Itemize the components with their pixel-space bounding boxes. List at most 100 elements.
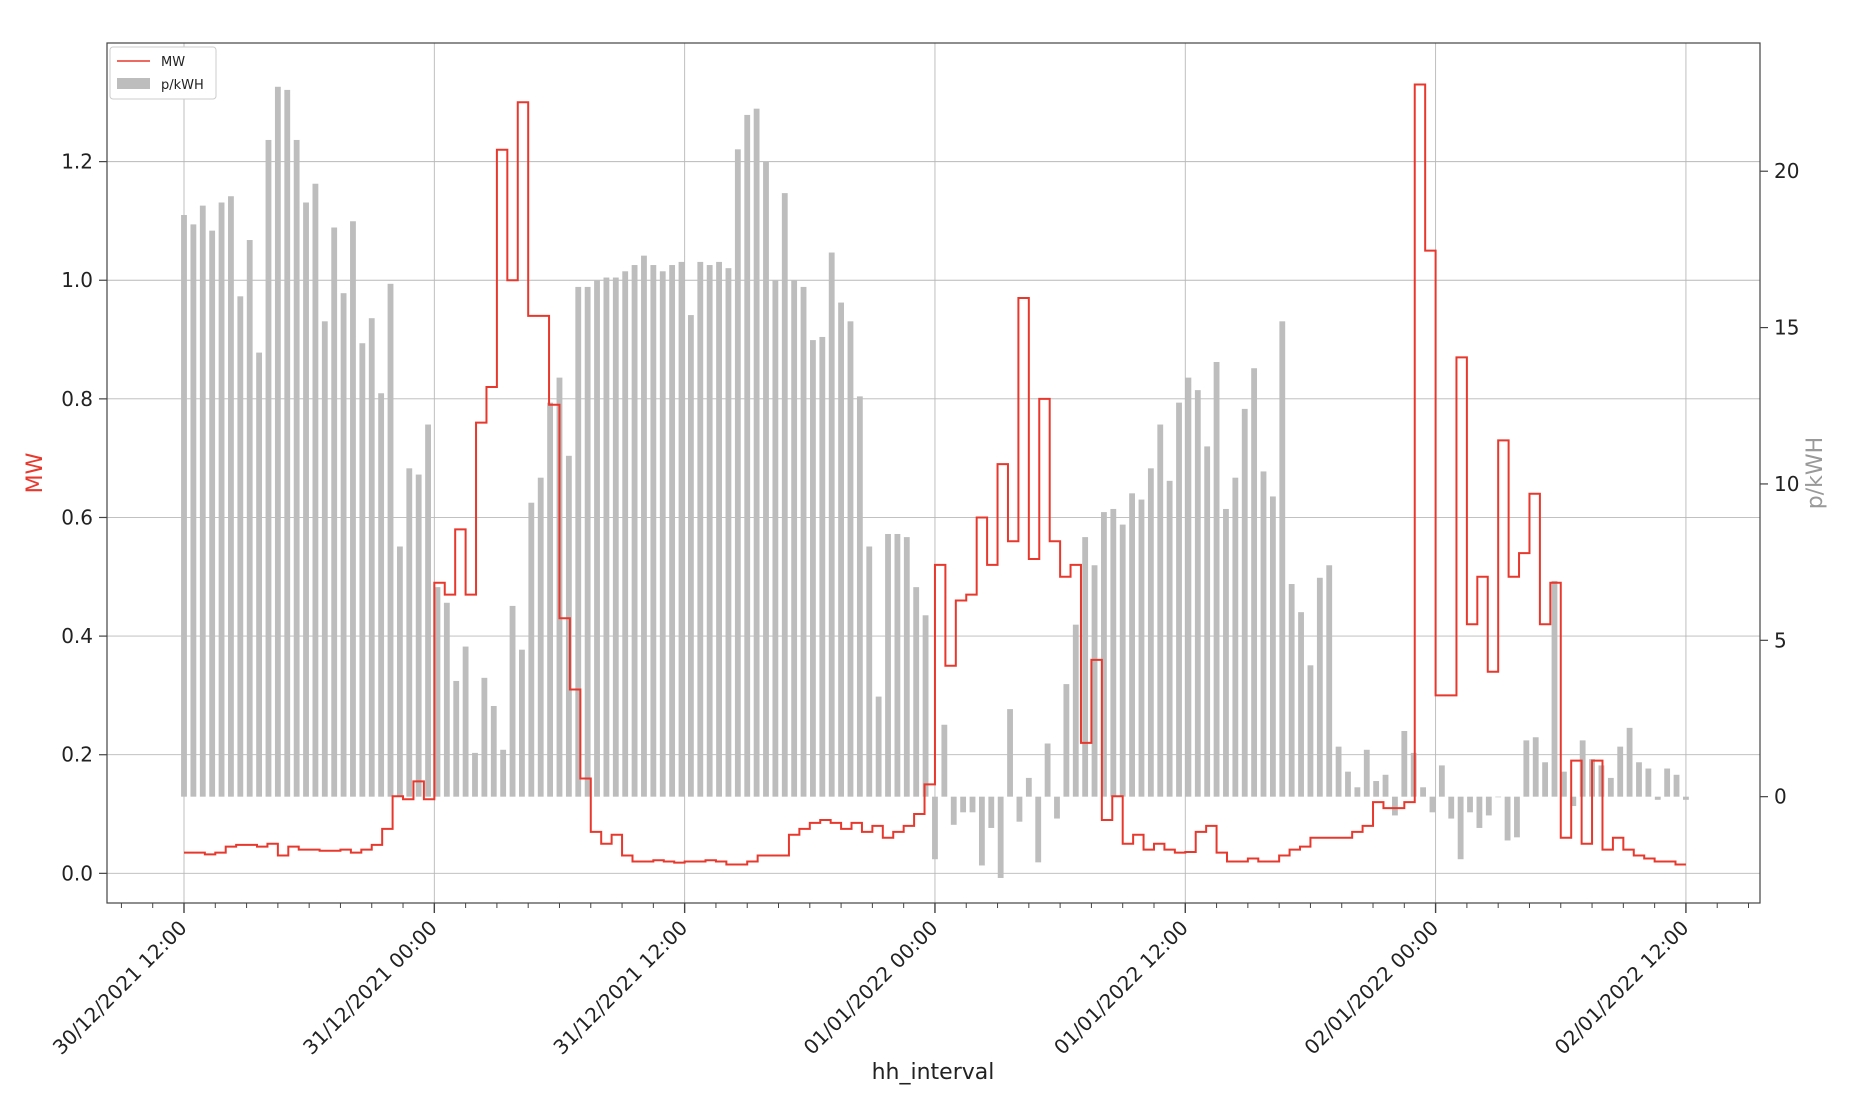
price-bar xyxy=(1279,321,1286,797)
price-bar xyxy=(1044,743,1051,797)
price-bar xyxy=(734,149,741,797)
price-bar xyxy=(519,649,525,797)
price-bar xyxy=(988,796,995,828)
price-bar xyxy=(1269,496,1276,797)
price-bar xyxy=(819,336,826,797)
legend-price-label: p/kWH xyxy=(161,78,204,93)
price-bar xyxy=(443,602,450,797)
mw-step-line xyxy=(184,83,1686,866)
price-bar xyxy=(932,796,938,860)
right-tick-label: 5 xyxy=(1774,628,1787,652)
price-bar xyxy=(1307,665,1314,797)
x-tick-label: 02/01/2022 12:00 xyxy=(1550,916,1694,1060)
price-bar xyxy=(547,402,554,797)
left-tick-label: 1.2 xyxy=(61,150,93,174)
price-bar xyxy=(500,749,507,797)
price-bar xyxy=(396,546,403,797)
price-bar xyxy=(922,615,929,797)
price-bar xyxy=(350,221,356,797)
price-bar xyxy=(791,280,798,797)
price-bar xyxy=(1326,565,1333,797)
price-bar xyxy=(1119,524,1126,797)
price-bar xyxy=(885,533,891,797)
price-bar xyxy=(612,277,619,797)
price-bars xyxy=(181,86,1689,878)
price-bar xyxy=(1617,746,1624,797)
price-bar xyxy=(1035,796,1042,863)
x-axis: 30/12/2021 12:00 31/12/2021 00:00 31/12/20… xyxy=(48,903,1749,1059)
price-bar xyxy=(1542,762,1549,797)
price-bar xyxy=(1673,774,1680,797)
price-bar xyxy=(1288,584,1295,797)
price-bar xyxy=(190,224,197,797)
price-bar xyxy=(1560,771,1567,797)
price-bar xyxy=(763,161,769,797)
price-bar xyxy=(274,86,281,797)
right-tick-label: 10 xyxy=(1774,472,1799,496)
price-bar xyxy=(565,455,572,797)
price-bar xyxy=(453,680,460,797)
price-bar xyxy=(1514,796,1520,838)
price-bar xyxy=(875,696,882,797)
price-bar xyxy=(1316,577,1323,797)
price-bar xyxy=(1448,796,1455,819)
price-bar xyxy=(218,202,225,797)
price-bar xyxy=(1223,508,1229,797)
price-bar xyxy=(1232,477,1239,797)
price-bar xyxy=(228,196,234,797)
price-bar xyxy=(960,796,967,813)
x-tick-label: 01/01/2022 12:00 xyxy=(1049,916,1193,1060)
price-bar xyxy=(284,89,291,797)
price-bar xyxy=(1016,796,1023,822)
price-bar xyxy=(1504,796,1511,841)
price-bar xyxy=(1251,368,1258,797)
price-bar xyxy=(199,205,206,797)
price-bar xyxy=(1185,377,1192,797)
price-bar xyxy=(293,139,300,797)
price-bar xyxy=(650,265,657,797)
price-bar xyxy=(941,724,948,797)
price-bar xyxy=(1101,512,1107,797)
price-bar xyxy=(1523,740,1530,797)
legend-price-swatch xyxy=(117,78,150,89)
price-bar xyxy=(584,286,591,797)
right-tick-label: 0 xyxy=(1774,785,1787,809)
price-bar xyxy=(1260,471,1267,797)
price-bar xyxy=(1335,746,1342,797)
right-axis-title: p/kWH xyxy=(1803,437,1828,509)
price-bar xyxy=(1129,493,1135,797)
price-bar xyxy=(1091,565,1098,797)
price-bar xyxy=(1213,361,1220,797)
price-bar xyxy=(1025,777,1032,797)
price-bar xyxy=(1204,446,1211,797)
left-tick-label: 0.2 xyxy=(61,743,93,767)
price-bar xyxy=(1476,796,1483,828)
price-bar xyxy=(1373,781,1380,797)
price-bar xyxy=(903,537,910,797)
price-bar xyxy=(847,321,854,797)
price-bar xyxy=(359,343,366,797)
x-tick-label: 02/01/2022 00:00 xyxy=(1299,916,1443,1060)
price-bar xyxy=(1429,796,1436,813)
price-bar xyxy=(687,315,694,797)
price-bar xyxy=(1007,709,1013,797)
price-bar xyxy=(1598,765,1605,797)
price-bar xyxy=(1241,408,1248,797)
price-bar xyxy=(772,280,779,797)
price-bar xyxy=(434,587,441,797)
right-tick-label: 15 xyxy=(1774,316,1799,340)
price-bar xyxy=(894,533,901,797)
x-tick-label: 01/01/2022 00:00 xyxy=(799,916,943,1060)
price-bar xyxy=(378,393,385,797)
price-bar xyxy=(1410,752,1417,797)
price-bar xyxy=(1438,765,1445,797)
price-bar xyxy=(256,352,263,797)
price-bar xyxy=(800,286,807,797)
price-bar xyxy=(1457,796,1464,860)
price-bar xyxy=(246,240,253,797)
price-bar xyxy=(1147,468,1154,797)
price-bar xyxy=(462,646,469,797)
price-bar xyxy=(1392,796,1398,816)
price-bar xyxy=(490,705,497,797)
price-bar xyxy=(481,677,488,797)
